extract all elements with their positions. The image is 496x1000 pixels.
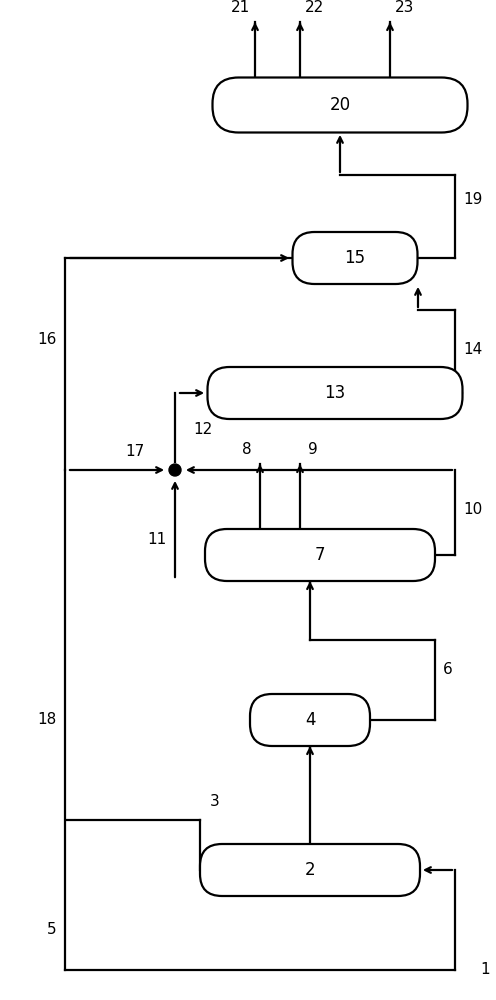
Text: 7: 7 — [315, 546, 325, 564]
Text: 18: 18 — [38, 712, 57, 728]
Text: 19: 19 — [463, 192, 483, 208]
Text: 15: 15 — [344, 249, 366, 267]
Text: 12: 12 — [193, 422, 212, 438]
Text: 14: 14 — [463, 342, 482, 358]
Text: 9: 9 — [308, 442, 318, 456]
FancyBboxPatch shape — [250, 694, 370, 746]
FancyBboxPatch shape — [293, 232, 418, 284]
Circle shape — [169, 464, 181, 476]
FancyBboxPatch shape — [200, 844, 420, 896]
Text: 2: 2 — [305, 861, 315, 879]
Text: 16: 16 — [38, 332, 57, 348]
Text: 20: 20 — [329, 96, 351, 114]
Text: 10: 10 — [463, 502, 482, 518]
Text: 21: 21 — [231, 0, 250, 15]
Text: 8: 8 — [243, 442, 252, 456]
Text: 6: 6 — [443, 662, 453, 678]
Text: 23: 23 — [395, 0, 414, 15]
Text: 11: 11 — [148, 532, 167, 548]
Text: 17: 17 — [126, 444, 145, 460]
Text: 13: 13 — [324, 384, 346, 402]
FancyBboxPatch shape — [207, 367, 462, 419]
FancyBboxPatch shape — [205, 529, 435, 581]
Text: 4: 4 — [305, 711, 315, 729]
Text: 1: 1 — [480, 962, 490, 978]
Text: 5: 5 — [48, 922, 57, 938]
FancyBboxPatch shape — [212, 78, 468, 132]
Text: 22: 22 — [305, 0, 324, 15]
Text: 3: 3 — [210, 794, 220, 810]
